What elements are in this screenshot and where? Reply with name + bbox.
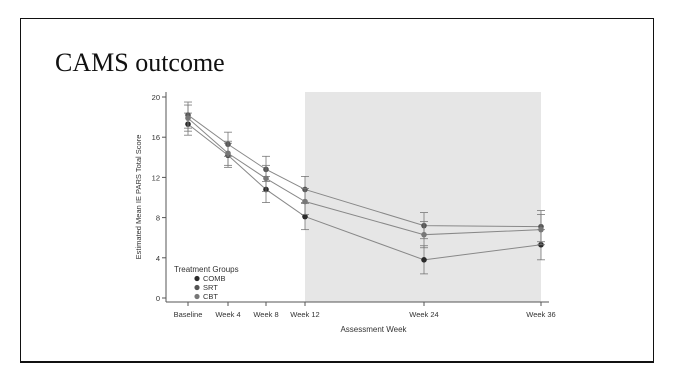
slide-frame <box>20 18 654 363</box>
data-point <box>225 150 231 157</box>
series-cbt <box>184 104 545 249</box>
y-tick-label: 8 <box>156 214 160 223</box>
y-tick-label: 4 <box>156 254 160 263</box>
x-ticks: Baseline Week 4 Week 8 Week 12 Week 24 Week 3… <box>174 302 556 319</box>
legend-marker <box>194 293 200 300</box>
x-tick-label: Week 8 <box>253 310 278 319</box>
chart-axes <box>165 92 549 303</box>
legend-marker <box>194 284 200 291</box>
legend-marker <box>194 275 200 282</box>
y-tick-label: 12 <box>152 173 160 182</box>
legend-entry: CBT <box>203 292 218 301</box>
legend-entry: COMB <box>203 274 226 283</box>
x-tick-label: Week 36 <box>526 310 555 319</box>
x-tick-label: Week 4 <box>215 310 240 319</box>
data-point <box>302 198 308 205</box>
series-group <box>184 101 545 275</box>
y-tick-label: 0 <box>156 294 160 303</box>
y-ticks: 0 4 8 12 16 20 <box>152 93 166 303</box>
x-tick-label: Week 24 <box>409 310 438 319</box>
data-point <box>263 175 269 182</box>
series-line <box>187 123 542 261</box>
series-line <box>187 114 542 228</box>
data-point <box>421 231 427 238</box>
y-axis-label: Estimated Mean IE PARS Total Score <box>134 135 143 260</box>
x-axis-label: Assessment Week <box>340 325 407 334</box>
data-point <box>185 115 191 121</box>
y-tick-label: 16 <box>152 133 160 142</box>
x-tick-label: Week 12 <box>290 310 319 319</box>
shaded-region <box>305 92 541 302</box>
slide-title: CAMS outcome <box>55 48 225 77</box>
data-point <box>538 226 544 233</box>
legend-entry: SRT <box>203 283 218 292</box>
data-point <box>302 213 308 220</box>
y-tick-label: 20 <box>152 93 160 102</box>
series-line <box>187 117 542 236</box>
data-point <box>421 257 427 263</box>
x-tick-label: Baseline <box>174 310 203 319</box>
legend-title: Treatment Groups <box>174 265 239 274</box>
